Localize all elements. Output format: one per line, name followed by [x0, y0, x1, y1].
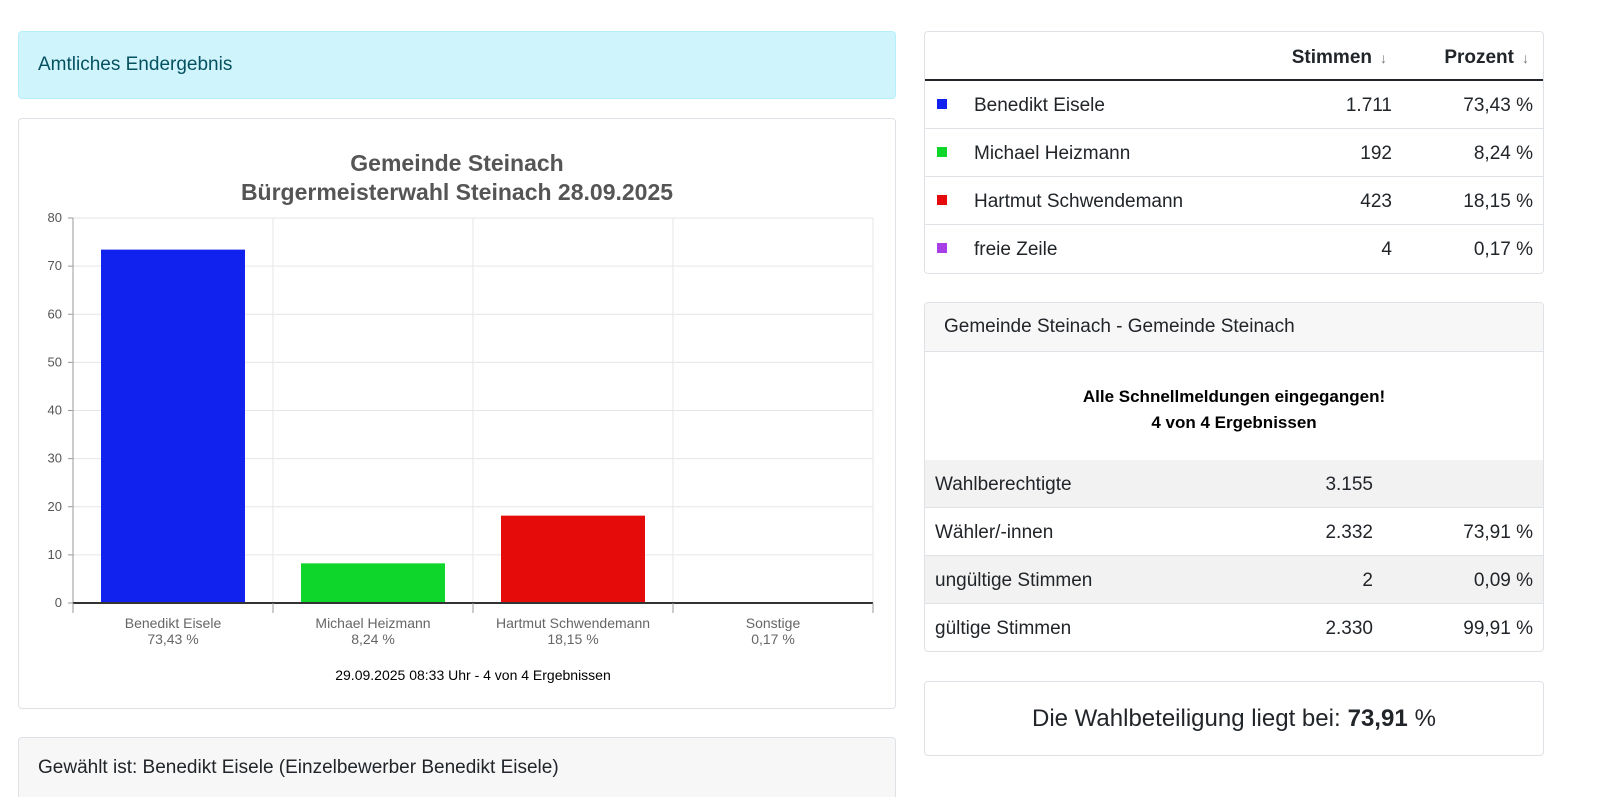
- table-row: Hartmut Schwendemann 423 18,15 %: [925, 177, 1543, 225]
- percent-header-label: Prozent: [1444, 47, 1514, 68]
- reporting-status-line2: 4 von 4 Ergebnissen: [1151, 413, 1317, 432]
- x-value-label: 73,43 %: [147, 631, 198, 647]
- y-tick-label: 30: [48, 451, 62, 466]
- elected-banner: Gewählt ist: Benedikt Eisele (Einzelbewe…: [18, 737, 896, 797]
- votes-table-body: Benedikt Eisele 1.711 73,43 % Michael He…: [925, 81, 1543, 273]
- sort-by-percent-header[interactable]: Prozent ↓: [1444, 47, 1529, 69]
- chart-card: Gemeinde Steinach Bürgermeisterwahl Stein…: [18, 118, 896, 709]
- candidate-votes: 1.711: [1345, 95, 1392, 116]
- y-tick-label: 10: [48, 547, 62, 562]
- table-row: Benedikt Eisele 1.711 73,43 %: [925, 81, 1543, 129]
- turnout-suffix: %: [1414, 704, 1437, 732]
- x-value-label: 8,24 %: [351, 631, 395, 647]
- stat-percent: 99,91 %: [1463, 618, 1533, 639]
- statistics-title: Gemeinde Steinach - Gemeinde Steinach: [944, 316, 1295, 337]
- stat-label: Wähler/-innen: [935, 522, 1054, 543]
- stat-label: ungültige Stimmen: [935, 570, 1093, 591]
- stat-number: 2.330: [1325, 618, 1373, 639]
- legend-swatch-icon: [937, 243, 947, 253]
- legend-swatch-icon: [937, 99, 947, 109]
- sort-arrow-icon: ↓: [1522, 50, 1529, 66]
- bar-1: [101, 249, 245, 604]
- stat-number: 2: [1362, 570, 1373, 591]
- stat-percent: 73,91 %: [1463, 522, 1533, 543]
- x-category-label: Benedikt Eisele: [125, 615, 222, 631]
- candidate-votes: 423: [1360, 191, 1392, 212]
- statistics-card: Gemeinde Steinach - Gemeinde Steinach Al…: [924, 302, 1544, 652]
- y-tick-label: 70: [48, 258, 62, 273]
- votes-table-header: Stimmen ↓ Prozent ↓: [925, 32, 1543, 81]
- stat-label: gültige Stimmen: [935, 618, 1072, 639]
- candidate-percent: 73,43 %: [1463, 95, 1533, 116]
- y-tick-label: 50: [48, 354, 62, 369]
- stat-percent: 0,09 %: [1473, 570, 1533, 591]
- legend-swatch-icon: [937, 195, 947, 205]
- bar-3: [501, 515, 645, 603]
- turnout-card: Die Wahlbeteiligung liegt bei: 73,91 %: [924, 681, 1544, 756]
- final-result-alert: Amtliches Endergebnis: [18, 31, 896, 99]
- stat-row-valid: gültige Stimmen 2.330 99,91 %: [925, 604, 1543, 651]
- y-tick-label: 80: [48, 210, 62, 225]
- candidate-percent: 8,24 %: [1473, 143, 1533, 164]
- stat-row-voters: Wähler/-innen 2.332 73,91 %: [925, 508, 1543, 556]
- turnout-value: 73,91: [1347, 704, 1408, 732]
- bar-2: [301, 563, 445, 603]
- stat-number: 3.155: [1325, 474, 1373, 495]
- candidate-percent: 18,15 %: [1463, 191, 1533, 212]
- chart-footer: 29.09.2025 08:33 Uhr - 4 von 4 Ergebniss…: [335, 667, 611, 683]
- stat-label: Wahlberechtigte: [935, 474, 1072, 495]
- chart-title: Gemeinde Steinach: [350, 150, 563, 176]
- candidate-name: freie Zeile: [974, 239, 1058, 260]
- candidate-votes: 192: [1360, 143, 1392, 164]
- x-value-label: 0,17 %: [751, 631, 795, 647]
- candidate-name: Michael Heizmann: [974, 143, 1131, 164]
- results-bar-chart: Gemeinde Steinach Bürgermeisterwahl Stein…: [48, 150, 874, 683]
- y-tick-label: 0: [55, 595, 62, 610]
- final-result-text: Amtliches Endergebnis: [38, 54, 233, 75]
- x-value-label: 18,15 %: [547, 631, 598, 647]
- table-row: freie Zeile 4 0,17 %: [925, 225, 1543, 273]
- y-tick-label: 20: [48, 499, 62, 514]
- legend-swatch-icon: [937, 147, 947, 157]
- sort-arrow-icon: ↓: [1380, 50, 1387, 66]
- candidate-votes: 4: [1381, 239, 1392, 260]
- y-tick-label: 60: [48, 306, 62, 321]
- elected-text: Gewählt ist: Benedikt Eisele (Einzelbewe…: [38, 756, 559, 778]
- reporting-status-line1: Alle Schnellmeldungen eingegangen!: [1082, 387, 1386, 406]
- x-category-label: Sonstige: [746, 615, 801, 631]
- candidate-name: Hartmut Schwendemann: [974, 191, 1184, 212]
- candidate-percent: 0,17 %: [1473, 239, 1533, 260]
- turnout-prefix: Die Wahlbeteiligung liegt bei:: [1031, 704, 1341, 732]
- statistics-header: Gemeinde Steinach - Gemeinde Steinach: [925, 303, 1543, 352]
- stat-row-invalid: ungültige Stimmen 2 0,09 %: [925, 556, 1543, 604]
- reporting-status: Alle Schnellmeldungen eingegangen! 4 von…: [925, 352, 1543, 460]
- x-category-label: Michael Heizmann: [315, 615, 430, 631]
- votes-table: Stimmen ↓ Prozent ↓ Benedikt Eisele 1.711 …: [924, 31, 1544, 274]
- stat-number: 2.332: [1325, 522, 1373, 543]
- candidate-name: Benedikt Eisele: [974, 95, 1105, 116]
- chart-subtitle: Bürgermeisterwahl Steinach 28.09.2025: [241, 179, 673, 205]
- sort-by-votes-header[interactable]: Stimmen ↓: [1292, 47, 1387, 69]
- votes-header-label: Stimmen: [1291, 47, 1372, 68]
- stat-row-eligible: Wahlberechtigte 3.155: [925, 460, 1543, 508]
- y-tick-label: 40: [48, 403, 62, 418]
- table-row: Michael Heizmann 192 8,24 %: [925, 129, 1543, 177]
- x-category-label: Hartmut Schwendemann: [496, 615, 650, 631]
